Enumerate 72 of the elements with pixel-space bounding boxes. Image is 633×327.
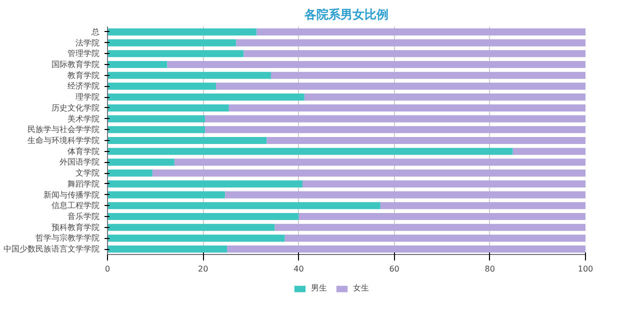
chart-title: 各院系男女比例 [304, 8, 388, 22]
bar [167, 60, 586, 68]
bar [302, 180, 586, 188]
y-tick-label: 民族学与社会学学院 [28, 125, 100, 134]
bar [108, 39, 236, 46]
y-tick-label: 理学院 [76, 92, 100, 102]
y-tick-label: 教育学院 [68, 70, 100, 80]
bar [174, 158, 586, 166]
y-tick-label: 外国语学院 [60, 158, 100, 167]
x-tick-label: 80 [484, 264, 495, 274]
bar [108, 202, 380, 210]
bar [108, 212, 299, 220]
bar [270, 72, 586, 79]
y-tick-label: 美术学院 [68, 114, 100, 124]
bar [108, 115, 206, 122]
legend-label: 男生 [311, 282, 328, 294]
bar [108, 170, 152, 177]
bar [108, 136, 267, 144]
bar [304, 94, 586, 101]
x-tick-label: 40 [294, 264, 304, 274]
y-tick-label: 体育学院 [68, 146, 100, 156]
bar [108, 72, 271, 79]
bar [298, 212, 586, 220]
bar [108, 94, 304, 101]
bar [152, 170, 586, 177]
y-tick-label: 哲学与宗教学学院 [36, 234, 100, 243]
y-tick-label: 生命与环境科学学院 [28, 136, 100, 145]
legend-label: 女生 [353, 282, 370, 294]
bar [108, 104, 229, 112]
bar [108, 126, 206, 134]
bar [284, 234, 586, 242]
y-tick-label: 经济学院 [68, 82, 100, 91]
bar [236, 39, 586, 46]
bar [108, 28, 257, 36]
bar [274, 224, 586, 231]
bar [108, 224, 275, 231]
x-tick-label: 20 [198, 264, 208, 274]
y-tick-label: 信息工程学院 [52, 201, 100, 210]
bar [380, 202, 586, 210]
bar [225, 191, 586, 198]
y-tick-label: 管理学院 [68, 49, 100, 58]
bar [108, 234, 285, 242]
y-tick-label: 文学院 [76, 168, 100, 178]
bar [266, 136, 586, 144]
bar [108, 246, 227, 253]
y-tick-label: 历史文化学院 [52, 103, 100, 112]
bar [108, 180, 303, 188]
x-tick-label: 0 [104, 264, 110, 274]
y-tick-label: 总 [90, 27, 100, 36]
y-tick-label: 舞蹈学院 [68, 179, 100, 188]
x-tick-label: 100 [578, 264, 594, 274]
bar [227, 246, 586, 253]
y-tick-label: 音乐学院 [68, 212, 100, 221]
bar [108, 60, 168, 68]
y-tick-label: 国际教育学院 [52, 60, 100, 69]
bar [256, 28, 586, 36]
bar [108, 50, 244, 58]
y-tick-label: 法学院 [76, 38, 100, 48]
bar [108, 191, 226, 198]
bar [244, 50, 586, 58]
bar [108, 82, 216, 90]
y-tick-label: 中国少数民族语言文学学院 [4, 244, 100, 254]
bar [216, 82, 586, 90]
bar [205, 115, 586, 122]
bar [205, 126, 586, 134]
bar [108, 158, 174, 166]
x-tick-label: 60 [389, 264, 400, 274]
bar [512, 148, 586, 155]
y-tick-label: 新闻与传播学院 [44, 190, 100, 200]
bar [108, 148, 513, 155]
bar [228, 104, 586, 112]
y-tick-label: 预科教育学院 [52, 222, 100, 232]
